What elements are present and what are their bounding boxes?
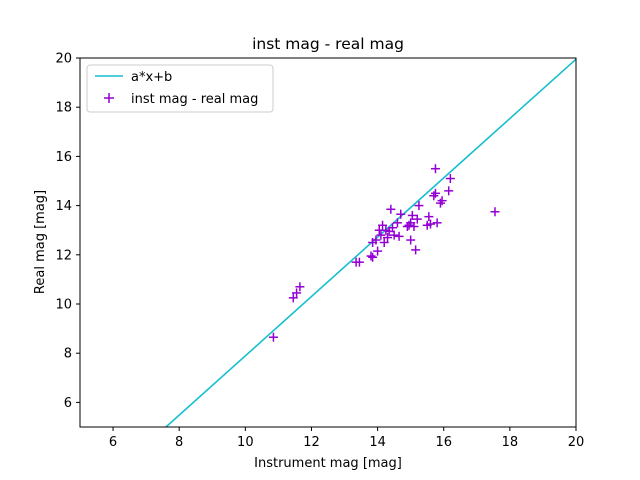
legend-label-points: inst mag - real mag <box>131 92 258 107</box>
legend-plus-marker <box>104 93 114 103</box>
y-tick-label: 10 <box>55 298 72 313</box>
data-point <box>383 233 393 243</box>
legend-frame <box>86 64 274 113</box>
data-point <box>445 174 455 184</box>
data-point <box>437 196 447 206</box>
data-point <box>366 251 376 261</box>
data-point <box>354 257 364 267</box>
data-point <box>411 245 421 255</box>
chart-title: inst mag - real mag <box>252 35 404 53</box>
y-axis-label: Real mag [mag] <box>33 190 48 294</box>
data-point <box>424 212 434 222</box>
data-point <box>426 219 436 229</box>
data-point <box>292 288 302 298</box>
data-point <box>430 188 440 198</box>
data-point <box>407 210 417 220</box>
data-point <box>409 222 419 232</box>
data-point <box>379 238 389 247</box>
data-point <box>394 231 404 241</box>
data-point <box>432 218 442 228</box>
x-tick-label: 18 <box>502 435 519 450</box>
legend-label-fit: a*x+b <box>131 70 172 85</box>
x-tick-label: 6 <box>109 435 117 450</box>
data-point <box>406 235 416 245</box>
data-point <box>386 204 396 214</box>
x-tick-label: 8 <box>175 435 183 450</box>
y-tick-label: 16 <box>55 150 72 165</box>
data-point <box>376 230 386 240</box>
data-point <box>373 246 383 256</box>
y-tick-label: 18 <box>55 101 72 116</box>
y-tick-label: 6 <box>64 396 72 411</box>
y-tick-label: 12 <box>55 248 72 263</box>
data-point <box>430 164 440 174</box>
data-point <box>389 230 399 240</box>
data-point <box>295 282 305 292</box>
data-point <box>288 293 298 303</box>
y-tick-label: 20 <box>55 52 72 67</box>
data-point <box>490 207 500 217</box>
data-point <box>371 235 381 245</box>
x-tick-label: 10 <box>237 435 254 450</box>
data-point <box>368 252 378 262</box>
data-point <box>414 201 424 211</box>
y-tick-label: 8 <box>64 347 72 362</box>
data-point <box>387 223 397 233</box>
data-point <box>412 214 422 224</box>
x-tick-label: 12 <box>303 435 320 450</box>
plot-frame <box>79 57 577 428</box>
x-tick-label: 20 <box>568 435 585 450</box>
data-point <box>392 218 402 228</box>
y-tick-label: 14 <box>55 199 72 214</box>
legend: a*x+b inst mag - real mag <box>86 64 274 113</box>
x-tick-label: 14 <box>369 435 386 450</box>
data-point <box>268 332 278 342</box>
x-tick-label: 16 <box>435 435 452 450</box>
data-point <box>444 186 454 196</box>
x-axis-label: Instrument mag [mag] <box>254 456 402 471</box>
data-point <box>396 209 406 219</box>
data-point <box>378 220 388 230</box>
